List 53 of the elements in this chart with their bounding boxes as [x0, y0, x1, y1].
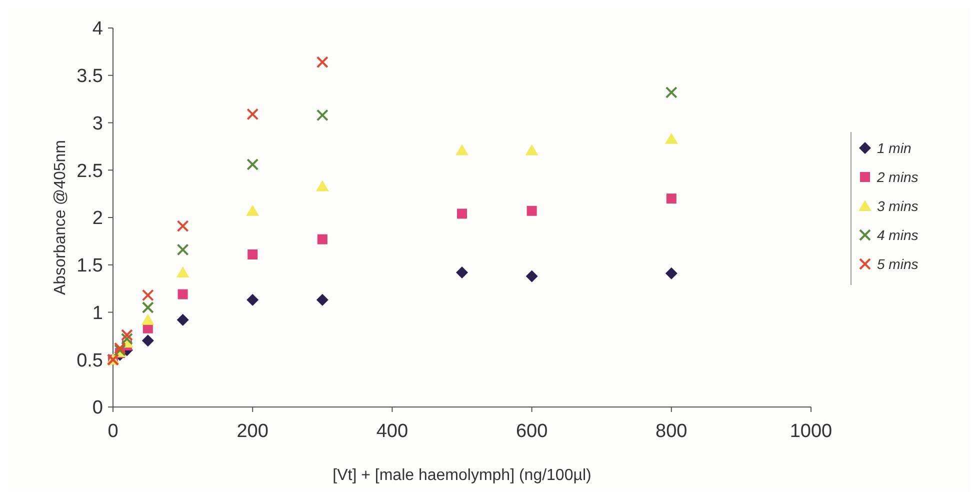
point: [142, 334, 154, 347]
x-tick-label: 400: [376, 421, 408, 442]
y-tick-label: 3: [92, 113, 103, 134]
point: [176, 314, 189, 326]
point: [246, 108, 259, 120]
x-axis-title: [Vt] + [male haemolymph] (ng/100µl): [332, 467, 592, 484]
point: [246, 294, 259, 306]
legend-label: 4 mins: [877, 226, 918, 243]
point: [456, 144, 468, 156]
point: [457, 208, 467, 219]
point: [176, 220, 189, 232]
x-tick-label: 200: [236, 421, 268, 442]
y-tick-label: 0.5: [76, 350, 103, 372]
point: [120, 328, 133, 341]
y-tick-label: 3.5: [76, 66, 103, 88]
point: [526, 206, 537, 216]
point: [317, 234, 328, 244]
point: [525, 144, 538, 156]
x-tick-label: 0: [108, 421, 118, 442]
point: [526, 270, 538, 282]
point: [248, 249, 258, 260]
y-axis-title: Absorbance @405nm: [52, 140, 69, 295]
legend-label: 5 mins: [877, 256, 918, 272]
point: [120, 332, 133, 345]
y-tick-label: 4: [92, 18, 104, 40]
x-tick-label: 1000: [790, 421, 832, 442]
point: [142, 302, 154, 314]
legend-label: 2 mins: [876, 168, 918, 185]
point: [246, 158, 259, 170]
point: [665, 86, 678, 98]
point: [316, 109, 328, 122]
point: [176, 266, 190, 278]
y-tick-label: 1: [92, 302, 103, 324]
point: [176, 244, 189, 256]
point: [456, 266, 468, 278]
point: [666, 194, 676, 204]
point: [178, 289, 188, 300]
y-tick-label: 0: [92, 398, 103, 419]
x-tick-label: 800: [656, 421, 688, 442]
point: [664, 132, 678, 144]
point: [142, 289, 154, 302]
point: [141, 314, 154, 325]
y-tick-label: 2.5: [76, 160, 103, 182]
legend-label: 1 min: [877, 140, 912, 156]
x-tick-label: 600: [516, 421, 548, 442]
legend-label: 3 mins: [877, 198, 918, 214]
y-tick-label: 2: [92, 208, 103, 230]
point: [665, 267, 678, 280]
y-tick-label: 1.5: [76, 256, 103, 277]
point: [316, 294, 328, 306]
point: [246, 204, 260, 216]
point: [316, 56, 328, 68]
point: [316, 180, 329, 192]
